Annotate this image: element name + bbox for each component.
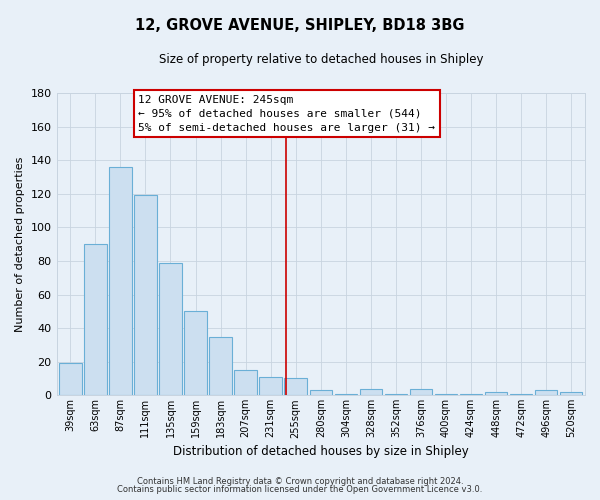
Bar — [359, 388, 382, 396]
Bar — [435, 394, 457, 396]
Bar — [109, 167, 131, 396]
Bar — [84, 244, 107, 396]
Bar — [335, 394, 357, 396]
Bar — [535, 390, 557, 396]
Title: Size of property relative to detached houses in Shipley: Size of property relative to detached ho… — [158, 52, 483, 66]
Bar — [284, 378, 307, 396]
Bar — [410, 388, 432, 396]
Bar — [159, 262, 182, 396]
Text: 12 GROVE AVENUE: 245sqm
← 95% of detached houses are smaller (544)
5% of semi-de: 12 GROVE AVENUE: 245sqm ← 95% of detache… — [139, 94, 436, 132]
Bar — [485, 392, 508, 396]
Bar — [209, 336, 232, 396]
Bar — [259, 377, 282, 396]
Bar — [460, 394, 482, 396]
Bar — [510, 394, 532, 396]
Bar — [235, 370, 257, 396]
X-axis label: Distribution of detached houses by size in Shipley: Distribution of detached houses by size … — [173, 444, 469, 458]
Bar — [134, 196, 157, 396]
Bar — [310, 390, 332, 396]
Text: Contains HM Land Registry data © Crown copyright and database right 2024.: Contains HM Land Registry data © Crown c… — [137, 477, 463, 486]
Y-axis label: Number of detached properties: Number of detached properties — [15, 156, 25, 332]
Bar — [59, 364, 82, 396]
Bar — [385, 394, 407, 396]
Text: 12, GROVE AVENUE, SHIPLEY, BD18 3BG: 12, GROVE AVENUE, SHIPLEY, BD18 3BG — [135, 18, 465, 32]
Bar — [560, 392, 583, 396]
Bar — [184, 312, 207, 396]
Text: Contains public sector information licensed under the Open Government Licence v3: Contains public sector information licen… — [118, 484, 482, 494]
